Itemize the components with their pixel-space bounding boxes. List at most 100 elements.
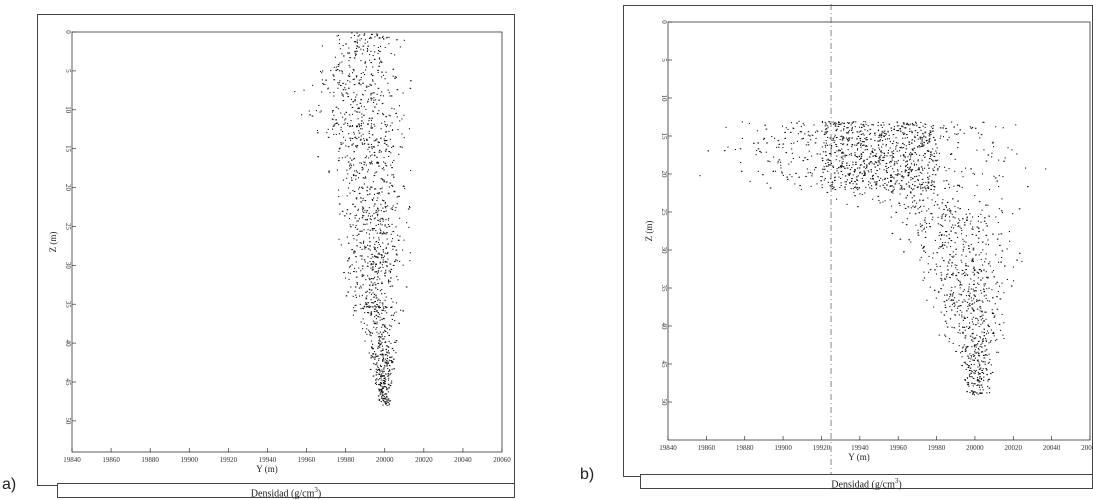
panel-b-point [1004,157,1006,159]
panel-a-point [370,125,372,127]
panel-b-point [879,185,881,187]
panel-a-point [360,287,362,289]
panel-b-point [908,143,911,145]
panel-a-point [348,258,350,260]
panel-b-point [973,302,975,304]
panel-b-point [879,156,881,158]
panel-b-point [878,135,881,137]
panel-a-point [373,308,375,310]
panel-b-point [845,183,847,185]
panel-b-point [970,168,972,170]
panel-b-point [950,240,953,242]
panel-b-point [981,346,983,348]
panel-a-point [367,41,369,43]
panel-b-point [907,175,909,177]
panel-a-point [378,335,380,337]
panel-b-point [905,165,908,167]
panel-b-point [963,299,965,301]
panel-a-point [364,261,366,263]
panel-a-point [379,300,381,302]
panel-a-point [348,218,350,220]
panel-b-point [872,155,874,157]
panel-a-point [380,336,382,338]
panel-b-point [908,124,910,126]
panel-b-point [970,127,973,129]
panel-b-point [913,160,915,162]
panel-b-point [901,147,903,149]
panel-b-point [852,188,854,190]
panel-b-point [823,168,826,170]
panel-b-point [942,136,944,138]
panel-b-point [891,154,893,156]
panel-b-point [946,274,948,276]
panel-a-point [366,139,368,141]
panel-a-point [377,271,379,273]
panel-b-point [948,136,950,138]
panel-b-point [1006,278,1008,280]
panel-b-point [914,181,916,183]
panel-b-point [848,164,850,166]
panel-a-point [360,128,362,130]
panel-a-point [380,95,382,97]
panel-b-point [977,371,979,373]
panel-b-point [851,178,853,180]
panel-b-point [959,282,961,284]
panel-b-point [852,161,854,163]
panel-a-point [377,257,379,259]
panel-a-point [362,268,364,270]
panel-a-point [385,269,387,271]
panel-a-point [378,400,380,402]
panel-b-point [950,246,952,248]
panel-b-point [986,288,988,290]
panel-b-point [970,355,972,357]
panel-b-point [938,235,940,237]
panel-b-point [952,274,954,276]
panel-a-point [345,92,348,94]
panel-a-point [384,252,386,254]
panel-b-point [923,250,925,252]
panel-a-point [382,324,384,326]
panel-b-point [851,128,853,130]
panel-a-point [370,312,372,314]
panel-b-point [945,180,948,182]
panel-b-x-tick-label: 20060 [1081,444,1093,452]
panel-a-point [342,142,344,144]
panel-a-point [373,293,375,295]
panel-b-point [971,259,973,261]
panel-a-point [357,118,359,120]
panel-a-point [382,393,384,395]
panel-a-point [356,234,358,236]
panel-a-point [384,124,387,126]
panel-b-point [920,256,922,258]
panel-b-point [823,166,825,168]
panel-a-point [354,100,356,102]
panel-b-point [970,312,972,314]
panel-a-point [343,136,345,138]
panel-a-point [398,322,400,324]
panel-b-point [869,161,871,163]
panel-b-point [826,131,828,133]
panel-a-point [374,248,376,250]
panel-b-point [906,137,908,139]
panel-b-x-tick-label: 19940 [851,444,869,452]
panel-b-point [933,306,935,308]
panel-b-point [993,335,995,337]
panel-b-point [904,137,906,139]
panel-b-point [958,293,960,295]
panel-a-point [409,87,412,89]
panel-a-point [342,82,344,84]
panel-a-point [393,145,395,147]
panel-b-point [860,164,862,166]
panel-a-point [360,123,362,125]
panel-b-point [905,161,907,163]
panel-b-point [820,180,822,182]
panel-b-point [954,286,956,288]
panel-a-point [366,328,368,330]
panel-b-point [874,155,876,157]
panel-b-point [982,338,984,340]
panel-a-point [387,243,389,245]
panel-a-point [358,267,360,269]
panel-b-point [865,123,867,125]
panel-a-point [384,225,386,227]
panel-b-point [1000,329,1002,331]
